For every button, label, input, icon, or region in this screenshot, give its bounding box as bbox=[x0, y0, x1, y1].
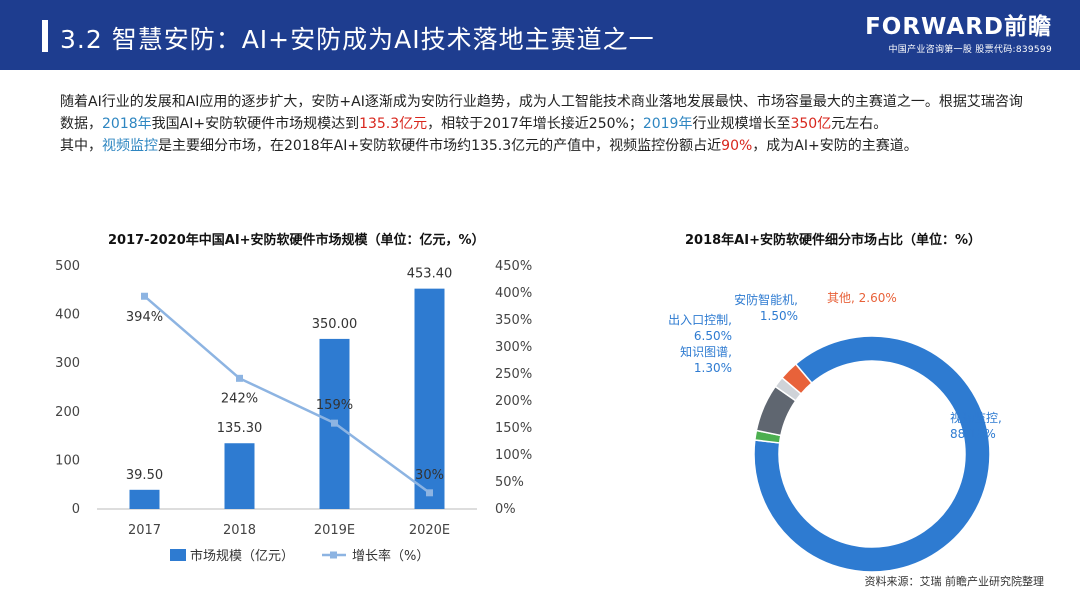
growth-data-label: 394% bbox=[126, 310, 163, 325]
bar-data-label: 135.30 bbox=[217, 421, 263, 436]
y-right-tick-label: 150% bbox=[495, 421, 532, 436]
highlight-segment: 视频监控 bbox=[102, 138, 158, 154]
y-right-tick-label: 300% bbox=[495, 340, 532, 355]
growth-data-label: 159% bbox=[316, 398, 353, 413]
page-title: 3.2 智慧安防：AI+安防成为AI技术落地主赛道之一 bbox=[60, 25, 655, 54]
y-left-tick-label: 100 bbox=[55, 453, 80, 468]
header-banner: 3.2 智慧安防：AI+安防成为AI技术落地主赛道之一 FORWARD前瞻 中国… bbox=[0, 0, 1080, 70]
growth-point bbox=[236, 374, 243, 382]
bar-data-label: 39.50 bbox=[126, 468, 163, 483]
x-tick-label: 2017 bbox=[128, 523, 161, 538]
growth-data-label: 242% bbox=[221, 391, 258, 406]
brand: FORWARD前瞻 中国产业咨询第一股 股票代码:839599 bbox=[865, 15, 1052, 55]
donut-slice-label: 6.50% bbox=[694, 329, 732, 343]
growth-point bbox=[331, 419, 338, 427]
x-tick-label: 2018 bbox=[223, 523, 256, 538]
donut-slice-label: 出入口控制, bbox=[668, 313, 732, 327]
bar bbox=[224, 443, 255, 509]
bar-line-chart: 0 100 200 300 400 500 0% 50% 100% 150% 200% 250% 300… bbox=[55, 259, 532, 564]
y-left-tick-label: 400 bbox=[55, 308, 80, 323]
donut-slice-label: 88.10% bbox=[950, 427, 996, 441]
legend-bar-swatch bbox=[170, 549, 186, 561]
intro-paragraph-2: 其中，视频监控是主要细分市场，在2018年AI+安防软硬件市场约135.3亿元的… bbox=[60, 138, 918, 154]
donut-chart: 视频监控, 88.10% 知识图谱, 1.30% 出入口控制, 6.50% 安防智能机, 1.… bbox=[668, 291, 1002, 572]
bar bbox=[414, 288, 445, 509]
growth-line bbox=[143, 295, 431, 494]
highlight-year-2018: 2018年 bbox=[102, 116, 152, 132]
source-note: 资料来源：艾瑞 前瞻产业研究院整理 bbox=[864, 575, 1045, 588]
highlight-year-2019: 2019年 bbox=[642, 116, 693, 132]
bar-data-label: 350.00 bbox=[312, 317, 358, 332]
highlight-value-2018: 135.3亿元 bbox=[359, 116, 428, 132]
y-right-tick-label: 350% bbox=[495, 313, 532, 328]
x-tick-label: 2020E bbox=[409, 523, 450, 538]
bar-data-label: 453.40 bbox=[407, 267, 453, 282]
brand-tagline: 中国产业咨询第一股 股票代码:839599 bbox=[888, 45, 1052, 55]
brand-logo: FORWARD前瞻 bbox=[865, 14, 1052, 40]
donut-slice-label: 其他, 2.60% bbox=[827, 291, 897, 305]
highlight-share: 90% bbox=[721, 138, 753, 154]
y-left-tick-label: 300 bbox=[55, 356, 80, 371]
y-right-tick-label: 50% bbox=[495, 475, 524, 490]
donut-slice-label: 安防智能机, bbox=[734, 292, 798, 307]
y-right-tick-label: 0% bbox=[495, 502, 516, 517]
donut-slice bbox=[753, 335, 991, 572]
y-right-tick-label: 400% bbox=[495, 286, 532, 301]
legend-line-marker bbox=[330, 551, 337, 559]
y-left-tick-label: 200 bbox=[55, 405, 80, 420]
growth-data-label: 30% bbox=[415, 468, 444, 483]
legend-line-label: 增长率（%） bbox=[352, 548, 429, 564]
bar bbox=[129, 489, 160, 509]
donut-slice-label: 1.30% bbox=[694, 361, 732, 375]
highlight-value-2019: 350亿 bbox=[790, 116, 832, 132]
y-left-tick-label: 0 bbox=[72, 502, 80, 517]
y-right-tick-label: 200% bbox=[495, 394, 532, 409]
y-right-tick-label: 100% bbox=[495, 448, 532, 463]
x-tick-label: 2019E bbox=[314, 523, 355, 538]
bar-chart-title: 2017-2020年中国AI+安防软硬件市场规模（单位：亿元，%） bbox=[108, 233, 485, 248]
growth-point bbox=[141, 292, 148, 300]
donut-slice-label: 视频监控, bbox=[950, 410, 1002, 425]
donut-slice bbox=[780, 362, 813, 395]
growth-point bbox=[426, 489, 433, 497]
y-right-tick-label: 250% bbox=[495, 367, 532, 382]
donut-slice-label: 1.50% bbox=[760, 309, 798, 323]
intro-paragraph-1: 随着AI行业的发展和AI应用的逐步扩大，安防+AI逐渐成为安防行业趋势，成为人工… bbox=[60, 94, 1023, 132]
intro-text: 随着AI行业的发展和AI应用的逐步扩大，安防+AI逐渐成为安防行业趋势，成为人工… bbox=[60, 91, 1035, 157]
title-accent-bar bbox=[42, 20, 48, 52]
legend-bar-label: 市场规模（亿元） bbox=[190, 548, 294, 564]
pie-chart-title: 2018年AI+安防软硬件细分市场占比（单位：%） bbox=[685, 233, 981, 248]
y-right-tick-label: 450% bbox=[495, 259, 532, 274]
donut-slice-label: 知识图谱, bbox=[680, 345, 732, 359]
y-left-tick-label: 500 bbox=[55, 259, 80, 274]
